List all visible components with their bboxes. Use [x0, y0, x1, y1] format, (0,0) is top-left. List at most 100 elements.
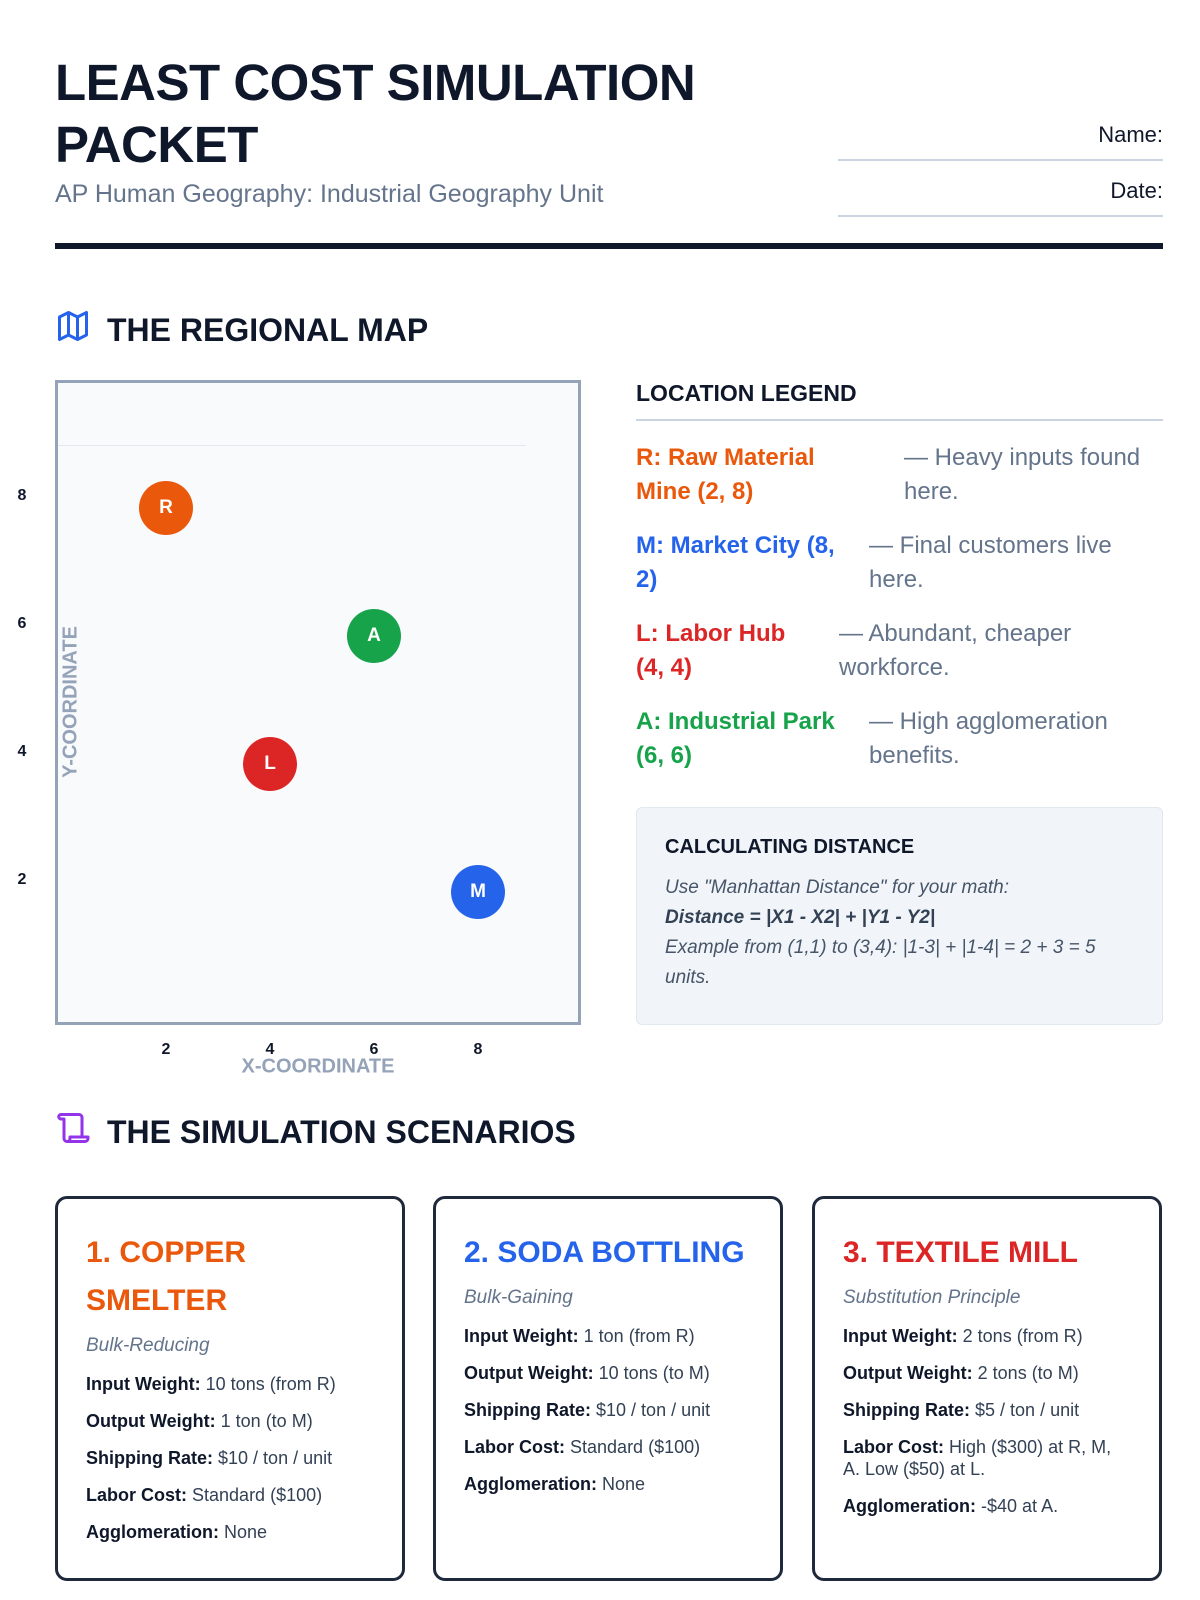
distance-info-box: CALCULATING DISTANCE Use "Manhattan Dist… — [636, 807, 1163, 1025]
row-value: $5 / ton / unit — [975, 1400, 1080, 1420]
scenario-row: Labor Cost: High ($300) at R, M, A. Low … — [843, 1436, 1131, 1480]
row-key: Labor Cost: — [86, 1485, 187, 1505]
map-section-heading: THE REGIONAL MAP — [55, 308, 428, 352]
legend-item-desc: — Final customers live here. — [869, 532, 1112, 593]
scenarios-heading-text: THE SIMULATION SCENARIOS — [107, 1113, 576, 1150]
row-value: 2 tons (from R) — [962, 1326, 1083, 1346]
row-key: Input Weight: — [843, 1326, 958, 1346]
scenario-row: Agglomeration: None — [464, 1473, 752, 1495]
calc-example: Example from (1,1) to (3,4): |1-3| + |1-… — [665, 937, 1096, 988]
header-divider — [55, 243, 1163, 249]
x-axis-label: X-COORDINATE — [241, 1055, 395, 1078]
row-key: Agglomeration: — [86, 1522, 219, 1542]
calc-intro: Use "Manhattan Distance" for your math: — [665, 877, 1010, 898]
calc-heading: CALCULATING DISTANCE — [665, 836, 915, 858]
map-point-m: M — [451, 865, 505, 919]
row-value: 10 tons (from R) — [205, 1374, 336, 1394]
row-key: Labor Cost: — [464, 1437, 565, 1457]
row-value: None — [602, 1474, 646, 1494]
row-key: Labor Cost: — [843, 1437, 944, 1457]
row-value: 1 ton (from R) — [583, 1326, 695, 1346]
date-label: Date: — [1110, 178, 1163, 203]
x-tick-label: 8 — [473, 1041, 483, 1058]
scenario-title: 1. COPPER SMELTER — [86, 1236, 247, 1317]
row-value: $10 / ton / unit — [596, 1400, 711, 1420]
scenario-row: Agglomeration: None — [86, 1521, 374, 1543]
regional-map — [55, 380, 581, 1025]
row-key: Shipping Rate: — [843, 1400, 970, 1420]
scenario-row: Shipping Rate: $5 / ton / unit — [843, 1399, 1131, 1421]
row-value: None — [224, 1522, 268, 1542]
scenario-card: 2. SODA BOTTLING Bulk-Gaining Input Weight… — [433, 1196, 783, 1581]
y-axis-label: Y-COORDINATE — [59, 626, 82, 778]
legend-item-desc: — High agglomeration benefits. — [869, 708, 1108, 769]
map-icon — [55, 308, 91, 352]
scenario-row: Output Weight: 2 tons (to M) — [843, 1362, 1131, 1384]
row-key: Output Weight: — [464, 1363, 594, 1383]
row-value: 2 tons (to M) — [977, 1363, 1079, 1383]
scenario-title: 2. SODA BOTTLING — [464, 1236, 745, 1269]
scenario-row: Input Weight: 1 ton (from R) — [464, 1325, 752, 1347]
scenario-row: Shipping Rate: $10 / ton / unit — [86, 1447, 374, 1469]
scenario-card: 3. TEXTILE MILL Substitution Principle Inp… — [812, 1196, 1162, 1581]
scenario-title: 3. TEXTILE MILL — [843, 1236, 1079, 1269]
x-tick-label: 4 — [265, 1041, 275, 1058]
row-key: Agglomeration: — [843, 1496, 976, 1516]
legend-item-desc: — Heavy inputs found here. — [904, 444, 1141, 505]
scenario-type: Substitution Principle — [843, 1287, 1021, 1308]
row-value: -$40 at A. — [981, 1496, 1059, 1516]
location-legend: LOCATION LEGEND R: Raw Material Mine (2,… — [636, 380, 1163, 793]
legend-heading: LOCATION LEGEND — [636, 380, 1163, 421]
page-title: LEAST COST SIMULATION PACKET — [55, 54, 696, 173]
row-key: Input Weight: — [86, 1374, 201, 1394]
map-heading-text: THE REGIONAL MAP — [107, 311, 429, 348]
row-key: Input Weight: — [464, 1326, 579, 1346]
legend-item-name: A: Industrial Park (6, 6) — [636, 708, 835, 769]
legend-item-name: M: Market City (8, 2) — [636, 532, 835, 593]
row-key: Output Weight: — [86, 1411, 216, 1431]
map-point-a: A — [347, 609, 401, 663]
scenario-row: Output Weight: 10 tons (to M) — [464, 1362, 752, 1384]
scenario-row: Labor Cost: Standard ($100) — [464, 1436, 752, 1458]
row-value: Standard ($100) — [570, 1437, 701, 1457]
map-point-l: L — [243, 737, 297, 791]
row-key: Agglomeration: — [464, 1474, 597, 1494]
legend-item-name: L: Labor Hub (4, 4) — [636, 620, 786, 681]
name-label: Name: — [1098, 122, 1163, 147]
scenario-row: Output Weight: 1 ton (to M) — [86, 1410, 374, 1432]
row-key: Output Weight: — [843, 1363, 973, 1383]
legend-item: R: Raw Material Mine (2, 8) — Heavy input… — [636, 441, 1163, 509]
row-value: 10 tons (to M) — [598, 1363, 710, 1383]
row-value: Standard ($100) — [192, 1485, 323, 1505]
scenario-row: Labor Cost: Standard ($100) — [86, 1484, 374, 1506]
y-tick-label: 4 — [17, 743, 27, 760]
scenario-row: Shipping Rate: $10 / ton / unit — [464, 1399, 752, 1421]
legend-item: M: Market City (8, 2) — Final customers l… — [636, 529, 1163, 597]
scenario-row: Input Weight: 2 tons (from R) — [843, 1325, 1131, 1347]
x-tick-label: 6 — [369, 1041, 379, 1058]
scenario-row: Agglomeration: -$40 at A. — [843, 1495, 1131, 1517]
y-tick-label: 8 — [17, 487, 27, 504]
legend-item: L: Labor Hub (4, 4) — Abundant, cheaper w… — [636, 617, 1163, 685]
legend-item: A: Industrial Park (6, 6) — High agglomer… — [636, 705, 1163, 773]
y-tick-label: 2 — [17, 871, 27, 888]
row-value: $10 / ton / unit — [218, 1448, 333, 1468]
name-field[interactable] — [838, 159, 1163, 161]
row-value: 1 ton (to M) — [220, 1411, 313, 1431]
scroll-icon — [55, 1110, 91, 1154]
legend-item-name: R: Raw Material Mine (2, 8) — [636, 444, 815, 505]
y-tick-label: 6 — [17, 615, 27, 632]
date-field[interactable] — [838, 215, 1163, 217]
page-subtitle: AP Human Geography: Industrial Geography… — [55, 180, 604, 208]
map-gridline — [58, 445, 526, 446]
scenario-card: 1. COPPER SMELTER Bulk-Reducing Input Weig… — [55, 1196, 405, 1581]
legend-item-desc: — Abundant, cheaper workforce. — [839, 620, 1072, 681]
x-tick-label: 2 — [161, 1041, 171, 1058]
scenarios-section-heading: THE SIMULATION SCENARIOS — [55, 1110, 576, 1154]
row-key: Shipping Rate: — [86, 1448, 213, 1468]
scenario-type: Bulk-Reducing — [86, 1335, 210, 1356]
scenario-type: Bulk-Gaining — [464, 1287, 573, 1308]
row-value: High ($300) at R, M, A. Low ($50) at L. — [843, 1437, 1112, 1479]
calc-formula: Distance = |X1 - X2| + |Y1 - Y2| — [665, 907, 936, 928]
scenario-row: Input Weight: 10 tons (from R) — [86, 1373, 374, 1395]
